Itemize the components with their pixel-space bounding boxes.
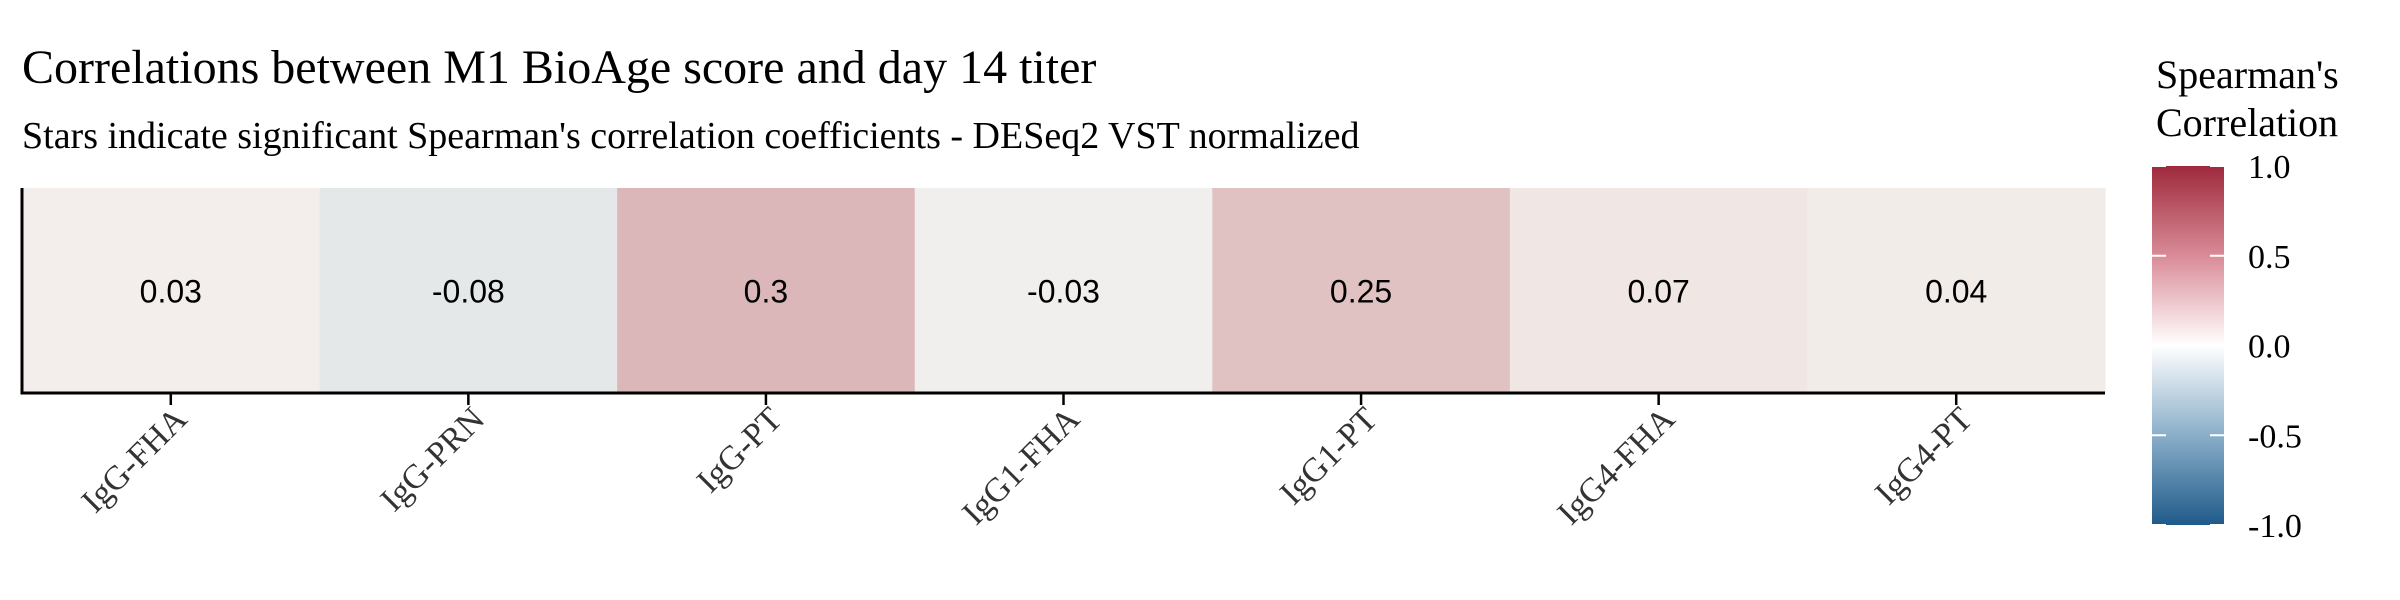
x-tick-label: IgG4-FHA <box>1551 400 1683 532</box>
cell-value-label: 0.25 <box>1330 274 1392 310</box>
x-tick-label: IgG1-FHA <box>955 400 1087 532</box>
x-tick-label: IgG1-PT <box>1273 400 1385 512</box>
x-tick-label: IgG-PRN <box>374 400 492 518</box>
legend-tick-label: 0.0 <box>2248 329 2291 366</box>
x-tick-label: IgG-PT <box>690 400 790 500</box>
legend-tick-label: 1.0 <box>2248 149 2291 186</box>
legend-title: Correlation <box>2156 100 2338 145</box>
legend-tick-label: -1.0 <box>2248 508 2302 545</box>
legend-tick-label: -0.5 <box>2248 418 2302 455</box>
heatmap-cell <box>617 188 916 393</box>
cell-value-label: 0.3 <box>744 274 788 310</box>
legend-title: Spearman's <box>2156 52 2339 97</box>
heatmap-cell <box>1509 188 1808 393</box>
cell-value-label: 0.03 <box>140 274 202 310</box>
heatmap-cell <box>914 188 1213 393</box>
chart-title: Correlations between M1 BioAge score and… <box>22 41 1097 94</box>
cell-value-label: -0.08 <box>432 274 505 310</box>
x-tick-label: IgG4-PT <box>1868 400 1980 512</box>
cell-value-label: -0.03 <box>1027 274 1100 310</box>
heatmap-cell <box>319 188 618 393</box>
heatmap-cell <box>1212 188 1511 393</box>
chart-subtitle: Stars indicate significant Spearman's co… <box>22 115 1360 157</box>
x-tick-label: IgG-FHA <box>75 400 195 520</box>
cell-value-label: 0.07 <box>1628 274 1690 310</box>
heatmap-cell <box>1807 188 2106 393</box>
legend-tick-label: 0.5 <box>2248 239 2291 276</box>
heatmap-cell <box>22 188 321 393</box>
cell-value-label: 0.04 <box>1925 274 1987 310</box>
